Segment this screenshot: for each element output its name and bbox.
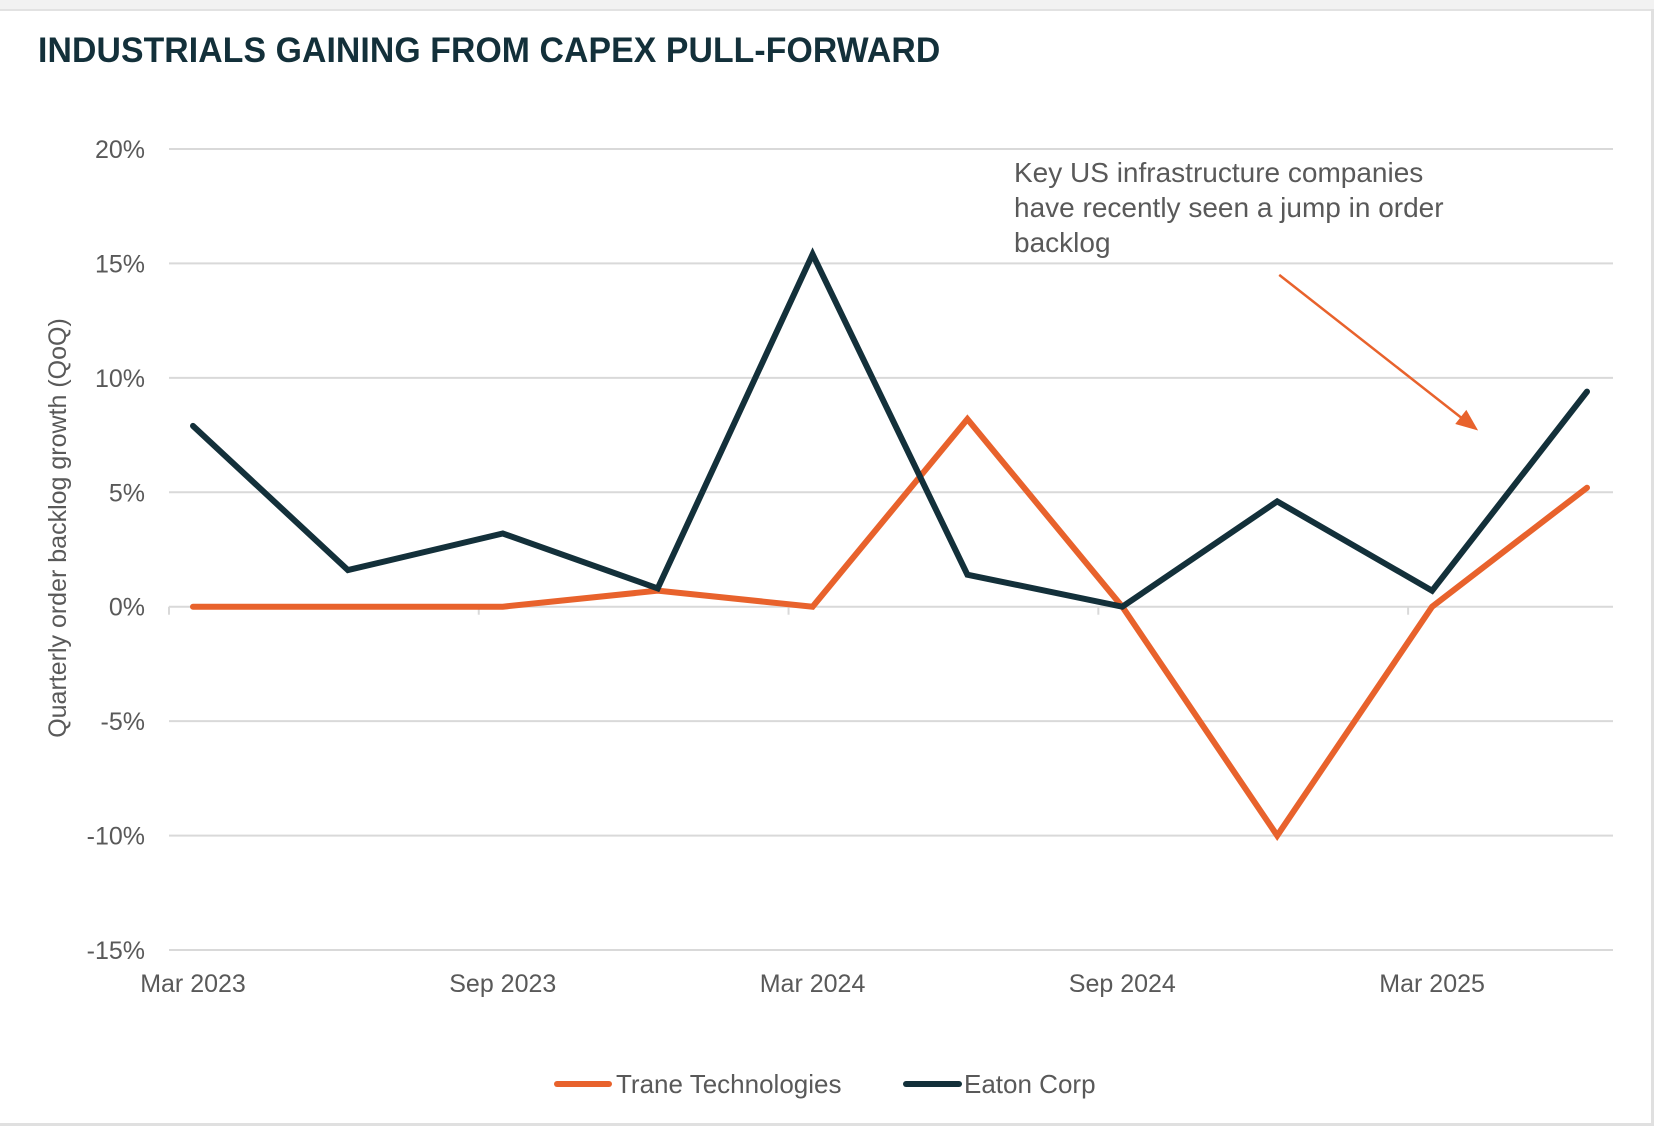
legend: Trane Technologies Eaton Corp [554, 1069, 1096, 1099]
series-lines [190, 247, 1590, 841]
annotation-arrowhead-icon [1455, 409, 1479, 431]
annotation-line-1: Key US infrastructure companies [1014, 157, 1423, 188]
y-tick-label: 0% [109, 594, 145, 622]
x-tick-label: Sep 2024 [1069, 970, 1176, 998]
legend-label-eaton: Eaton Corp [964, 1069, 1096, 1099]
x-tick-label: Mar 2024 [760, 970, 866, 998]
y-axis-tick-labels: 20% 15% 10% 5% 0% -5% -10% -15% [87, 136, 145, 965]
chart-title: INDUSTRIALS GAINING FROM CAPEX PULL-FORW… [38, 31, 941, 70]
y-tick-label: 10% [95, 365, 145, 393]
annotation-line-3: backlog [1014, 227, 1111, 258]
window-top-band [0, 0, 1654, 11]
frame-border-right [1651, 9, 1654, 1126]
gridlines [168, 148, 1613, 951]
x-tick-label: Sep 2023 [449, 970, 556, 998]
annotation-line-2: have recently seen a jump in order [1014, 192, 1444, 223]
y-tick-label: 5% [109, 479, 145, 507]
y-tick-label: -5% [101, 708, 145, 736]
y-tick-label: 15% [95, 250, 145, 278]
x-tick-label: Mar 2023 [140, 970, 246, 998]
annotation: Key US infrastructure companies have rec… [1014, 157, 1479, 431]
legend-label-trane: Trane Technologies [616, 1069, 841, 1099]
y-tick-label: -10% [87, 823, 145, 851]
y-axis-title: Quarterly order backlog growth (QoQ) [44, 318, 72, 738]
y-tick-label: -15% [87, 937, 145, 965]
frame-border-bottom [0, 1123, 1654, 1126]
y-tick-label: 20% [95, 136, 145, 164]
x-tick-label: Mar 2025 [1379, 970, 1485, 998]
series-line-trane [190, 414, 1590, 841]
x-axis-tick-labels: Mar 2023 Sep 2023 Mar 2024 Sep 2024 Mar 2025 [140, 970, 1485, 998]
annotation-arrow-line [1278, 273, 1467, 423]
series-line-eaton [190, 247, 1590, 610]
